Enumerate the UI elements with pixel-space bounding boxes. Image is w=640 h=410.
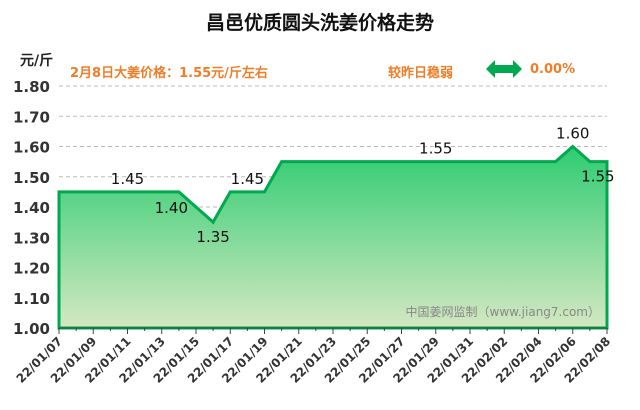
y-tick-label: 1.00 <box>13 320 50 338</box>
y-tick-label: 1.80 <box>13 78 50 96</box>
watermark: 中国姜网监制（www.jiang7.com） <box>406 304 600 319</box>
y-tick-label: 1.50 <box>13 169 50 187</box>
compare-label: 较昨日稳弱 <box>388 66 454 81</box>
y-tick-label: 1.40 <box>13 199 50 217</box>
data-label: 1.60 <box>556 125 589 143</box>
y-tick-label: 1.10 <box>13 290 50 308</box>
y-tick-label: 1.60 <box>13 139 50 157</box>
y-tick-label: 1.70 <box>13 108 50 126</box>
y-tick-label: 1.20 <box>13 260 50 278</box>
chart-title: 昌邑优质圆头洗姜价格走势 <box>205 12 434 34</box>
change-percent: 0.00% <box>530 62 576 77</box>
y-tick-label: 1.30 <box>13 229 50 247</box>
data-label: 1.55 <box>581 168 614 186</box>
data-label: 1.55 <box>419 140 452 158</box>
price-note: 2月8日大姜价格：1.55元/斤左右 <box>70 66 268 81</box>
y-axis-unit: 元/斤 <box>20 53 54 69</box>
left-right-arrow-icon <box>486 60 522 78</box>
data-label: 1.45 <box>231 170 264 188</box>
data-label: 1.40 <box>155 199 188 217</box>
data-label: 1.35 <box>196 228 229 246</box>
price-area <box>57 144 609 330</box>
data-label: 1.45 <box>111 170 144 188</box>
